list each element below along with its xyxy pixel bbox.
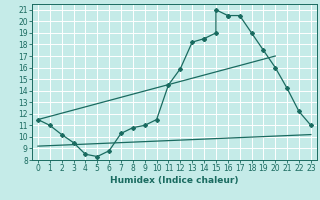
X-axis label: Humidex (Indice chaleur): Humidex (Indice chaleur)	[110, 176, 239, 185]
